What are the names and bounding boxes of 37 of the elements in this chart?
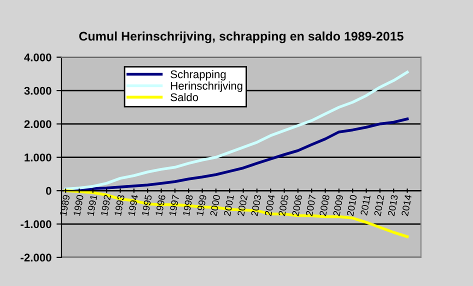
x-tick-label: 2014 — [401, 194, 412, 216]
y-tick-label: 0 — [46, 186, 52, 195]
x-tick-label: 1990 — [73, 194, 84, 216]
x-tick-label: 2006 — [292, 194, 302, 216]
x-tick-label: 2013 — [388, 194, 398, 216]
x-tick-label: 1998 — [182, 194, 193, 216]
x-tick-label: 2005 — [278, 194, 289, 216]
x-tick-label: 2002 — [237, 194, 248, 216]
x-tick-label: 1991 — [86, 194, 98, 216]
y-tick-label: 3.000 — [24, 86, 52, 95]
x-tick-label: 1992 — [100, 194, 111, 216]
x-tick-label: 1994 — [128, 194, 138, 216]
x-tick-label: 2012 — [374, 194, 384, 216]
x-tick-label: 1999 — [196, 194, 207, 216]
y-tick-label: 1.000 — [24, 154, 52, 162]
x-tick-label: 1995 — [142, 194, 152, 216]
chart-title: Cumul Herinschrijving, schrapping en saldo 1989-2015 — [79, 31, 404, 44]
line-series — [64, 70, 409, 190]
x-tick-label: 1996 — [155, 194, 166, 216]
legend-label: Schrapping — [170, 70, 226, 80]
x-tick-label: 1997 — [168, 194, 180, 216]
x-tick-label: 2008 — [319, 194, 330, 216]
y-tick-label: -2.000 — [20, 254, 52, 262]
x-tick-label: 2011 — [360, 194, 371, 216]
x-tick-label: 2000 — [210, 194, 220, 216]
legend-label: Herinschrijving — [171, 82, 242, 92]
y-tick-label: -1.000 — [20, 220, 52, 228]
x-tick-label: 2009 — [332, 194, 344, 216]
x-tick-label: 2007 — [306, 194, 316, 216]
legend-label: Saldo — [170, 93, 198, 102]
x-tick-label: 2001 — [224, 194, 234, 216]
x-tick-label: 1993 — [114, 194, 125, 216]
x-tick-label: 2010 — [346, 194, 358, 216]
x-tick-label: 2003 — [250, 194, 262, 216]
y-tick-label: 2.000 — [24, 120, 52, 128]
x-tick-label: 2004 — [264, 194, 276, 216]
y-tick-label: 4.000 — [24, 53, 52, 62]
